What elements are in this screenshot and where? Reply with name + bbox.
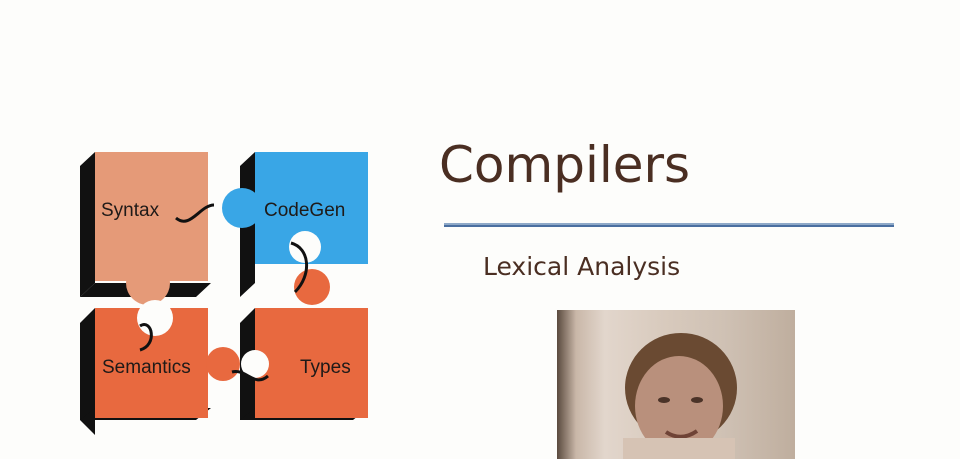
connector-semantics-types <box>231 370 269 382</box>
puzzle-piece-syntax: Syntax <box>95 152 208 305</box>
types-piece-body <box>255 308 368 418</box>
codegen-piece-tab <box>222 188 262 228</box>
puzzle-piece-semantics: Semantics <box>95 300 240 418</box>
slide-subtitle: Lexical Analysis <box>483 252 681 281</box>
codegen-piece-notch <box>289 231 321 263</box>
semantics-piece-notch <box>137 300 173 336</box>
presenter-video <box>557 310 795 459</box>
puzzle-connectors <box>139 203 309 382</box>
slide-title: Compilers <box>439 136 691 194</box>
puzzle-piece-types: Types <box>241 269 368 418</box>
syntax-label: Syntax <box>101 200 160 221</box>
connector-codegen-types <box>290 241 309 294</box>
presenter-video-icon <box>623 333 737 459</box>
types-label: Types <box>300 357 351 378</box>
connector-syntax-codegen <box>175 203 215 223</box>
connector-syntax-semantics <box>139 323 153 352</box>
semantics-piece-tab <box>206 347 240 381</box>
semantics-label: Semantics <box>102 357 191 378</box>
syntax-piece-tab <box>126 261 170 305</box>
title-divider <box>444 223 894 227</box>
puzzle-piece-codegen: CodeGen <box>222 152 368 264</box>
codegen-label: CodeGen <box>264 200 345 221</box>
syntax-piece-body <box>95 152 208 281</box>
types-piece-notch <box>241 350 269 378</box>
